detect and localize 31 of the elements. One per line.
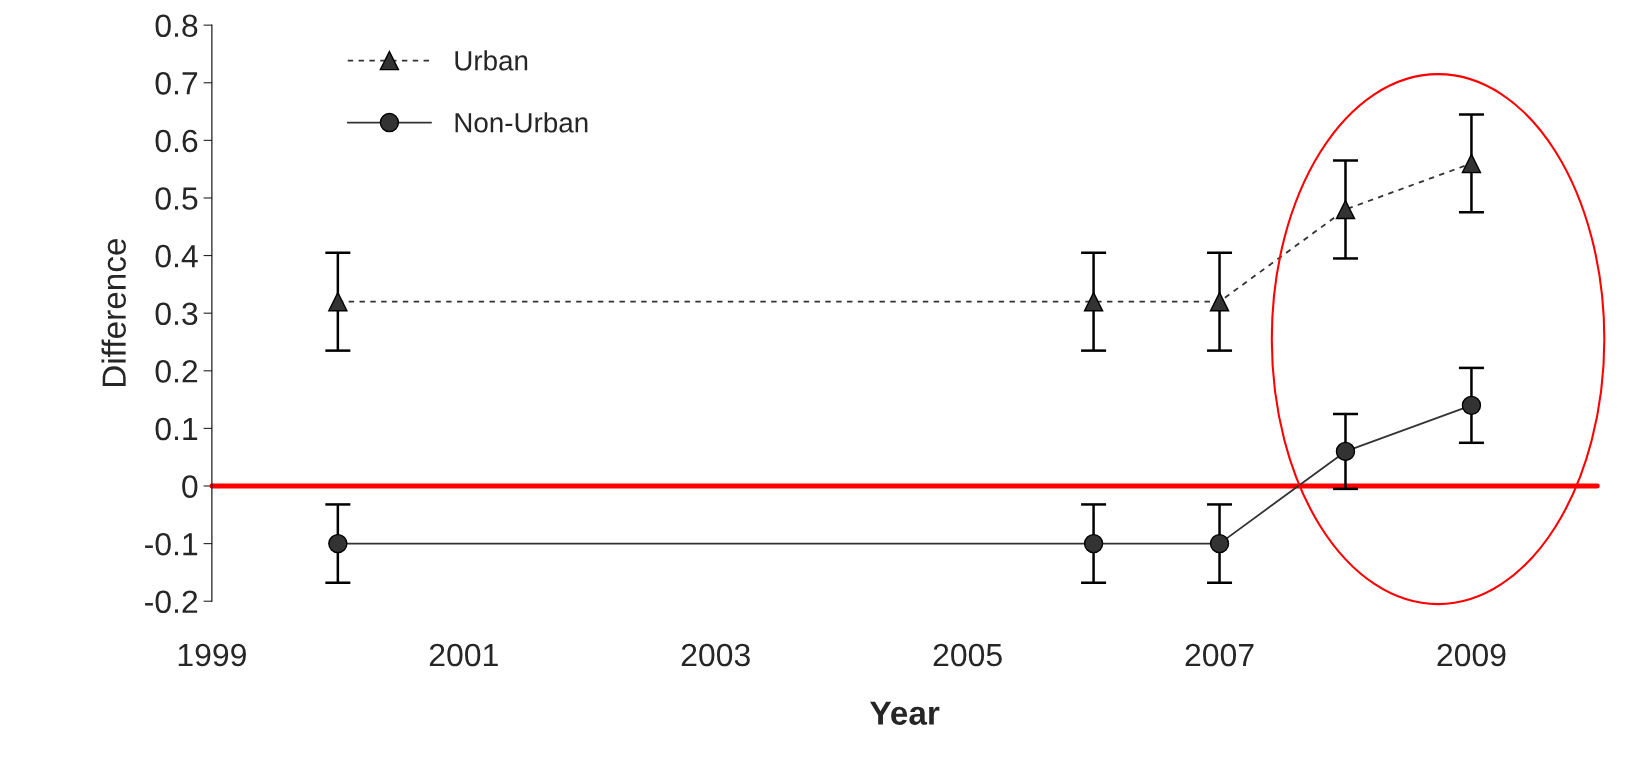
point [328,533,348,554]
point [1209,291,1230,312]
y-tick-label: -0.2 [145,590,198,614]
y-tick-label: -0.1 [145,532,198,556]
x-tick-label: 2007 [1185,643,1254,667]
x-tick-label: 2003 [681,643,750,667]
point [1461,153,1482,174]
y-tick-label: 0.4 [155,244,198,268]
x-tick-label: 2005 [933,643,1002,667]
y-axis-title: Difference [101,238,126,387]
x-tick-label: 2009 [1437,643,1506,667]
legend-label: Non-Urban [455,112,588,133]
point [1335,199,1356,220]
point [1209,533,1230,554]
point [1083,533,1104,554]
y-tick-label: 0.1 [155,417,198,441]
y-tick-label: 0.3 [155,302,198,326]
x-tick-label: 2001 [429,643,498,667]
y-tick-label: 0 [182,475,198,498]
y-tick-label: 0.2 [155,360,198,383]
y-tick-label: 0.8 [155,14,198,38]
x-tick-label: 1999 [178,643,246,667]
point [1083,291,1104,312]
point [328,291,348,312]
y-tick-label: 0.6 [155,129,198,153]
y-tick-label: 0.7 [155,72,198,95]
y-tick-label: 0.5 [155,187,198,210]
legend-label: Urban [455,50,528,71]
x-axis-title: Year [869,701,940,725]
point [1461,395,1482,416]
point [1335,441,1356,462]
